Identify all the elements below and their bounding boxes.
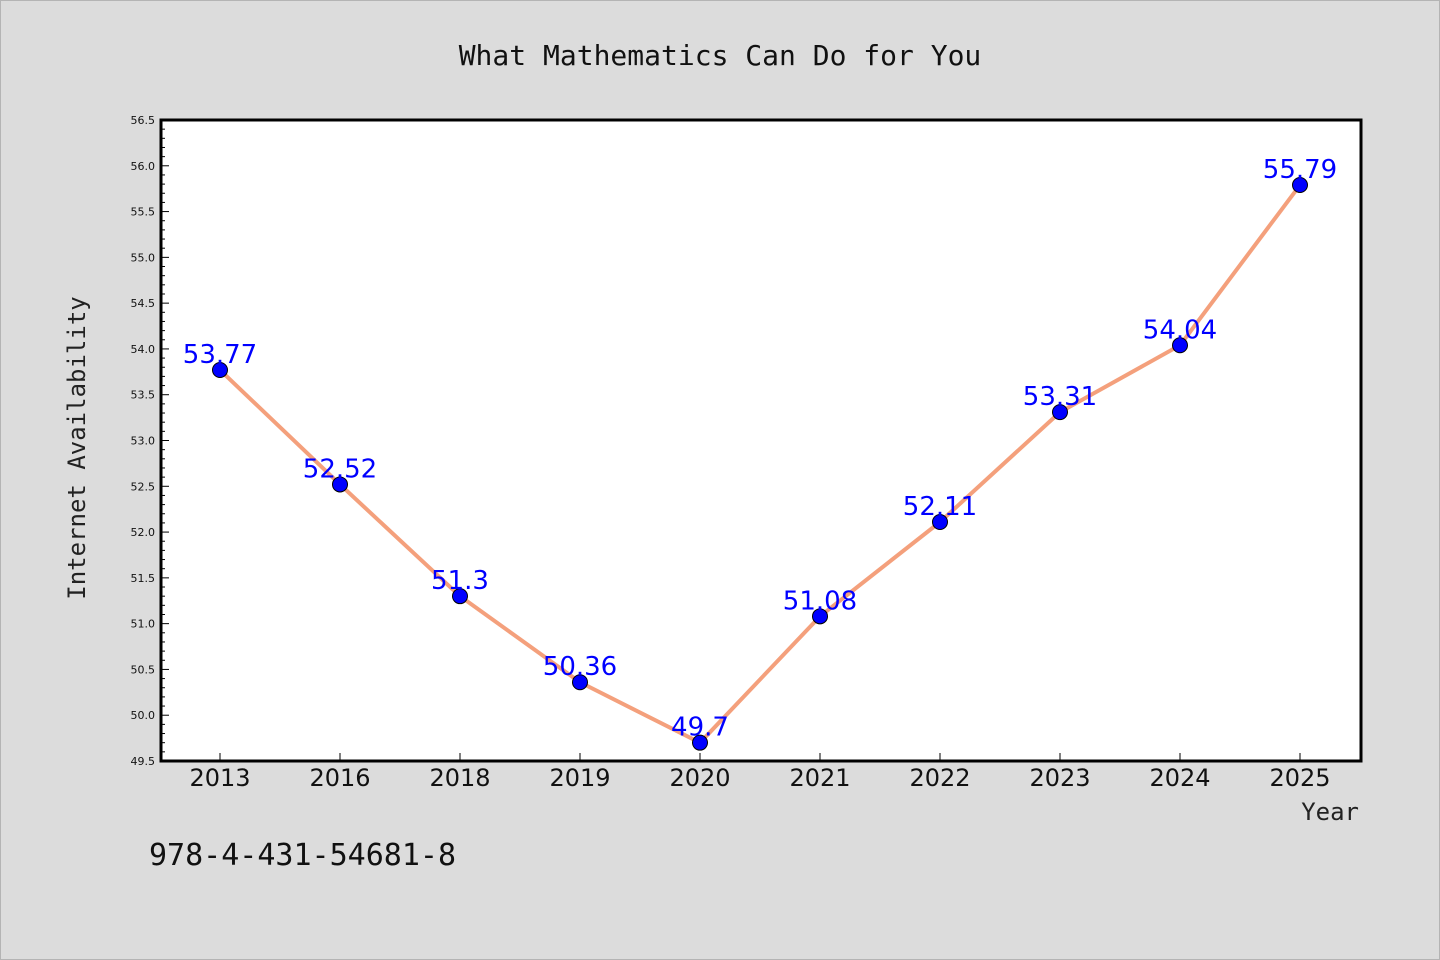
y-tick-label: 50.5 — [131, 663, 156, 676]
y-tick-label: 56.5 — [131, 114, 156, 127]
y-tick-label: 51.0 — [131, 618, 156, 631]
y-axis-label: Internet Availability — [63, 296, 91, 599]
y-tick-label: 54.0 — [131, 343, 156, 356]
data-label: 51.08 — [783, 586, 857, 616]
data-label: 52.11 — [903, 492, 977, 522]
y-axis-ticks: 49.5 50.0 50.5 51.0 51.5 52.0 52.5 53.0 53.5 54.0… — [131, 114, 169, 768]
x-tick-label: 2018 — [429, 764, 490, 792]
data-point — [1172, 337, 1188, 354]
data-point — [1292, 177, 1308, 194]
y-tick-label: 50.0 — [131, 709, 156, 722]
x-tick-label: 2025 — [1269, 764, 1330, 792]
x-axis-label: Year — [1301, 798, 1359, 826]
data-label: 51.3 — [431, 566, 489, 596]
x-tick-label: 2023 — [1029, 764, 1090, 792]
x-tick-label: 2016 — [309, 764, 370, 792]
data-point — [1052, 404, 1068, 421]
data-point — [212, 361, 228, 378]
x-tick-label: 2022 — [909, 764, 970, 792]
y-tick-label: 53.5 — [131, 389, 156, 402]
x-tick-label: 2020 — [669, 764, 730, 792]
y-tick-label: 53.0 — [131, 435, 156, 448]
isbn-footnote: 978-4-431-54681-8 — [149, 838, 456, 873]
data-point — [452, 588, 468, 605]
plot-area — [159, 118, 1363, 763]
data-point — [692, 734, 708, 751]
x-tick-label: 2021 — [789, 764, 850, 792]
x-tick-label: 2024 — [1149, 764, 1210, 792]
x-tick-label: 2019 — [549, 764, 610, 792]
x-tick-label: 2013 — [189, 764, 250, 792]
chart-title: What Mathematics Can Do for You — [459, 39, 982, 72]
data-label: 53.77 — [183, 340, 257, 370]
data-point — [332, 476, 348, 493]
data-label: 50.36 — [543, 652, 617, 682]
y-tick-label: 51.5 — [131, 572, 156, 585]
data-label: 55.79 — [1263, 155, 1337, 185]
data-point — [812, 608, 828, 625]
y-tick-label: 52.5 — [131, 480, 156, 493]
y-tick-label: 54.5 — [131, 297, 156, 310]
data-label: 49.7 — [671, 713, 729, 743]
y-tick-label: 49.5 — [131, 755, 156, 768]
data-point — [932, 513, 948, 530]
y-tick-label: 55.0 — [131, 251, 156, 264]
y-tick-label: 56.0 — [131, 160, 156, 173]
data-point — [572, 674, 588, 691]
data-label: 53.31 — [1023, 382, 1097, 412]
series-group — [212, 177, 1308, 751]
series-line — [218, 183, 1302, 745]
x-axis-ticks: 2013 2016 2018 2019 2020 2021 2022 2023 2024 2025 — [189, 753, 1331, 792]
y-tick-label: 52.0 — [131, 526, 156, 539]
data-labels: 53.77 52.52 51.3 50.36 49.7 51.08 52.11 53.31 54… — [183, 155, 1337, 743]
y-tick-label: 55.5 — [131, 206, 156, 219]
data-label: 52.52 — [303, 454, 377, 484]
data-label: 54.04 — [1143, 315, 1217, 345]
